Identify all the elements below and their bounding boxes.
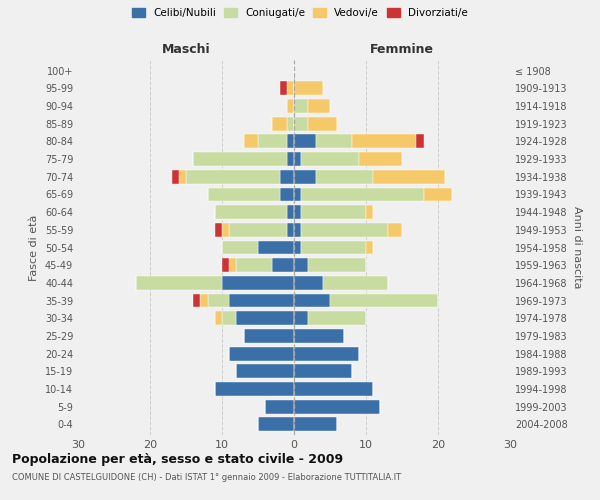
- Legend: Celibi/Nubili, Coniugati/e, Vedovi/e, Divorziati/e: Celibi/Nubili, Coniugati/e, Vedovi/e, Di…: [129, 5, 471, 21]
- Bar: [272, 258, 294, 272]
- Bar: [294, 99, 308, 113]
- Bar: [272, 117, 287, 130]
- Bar: [301, 152, 359, 166]
- Bar: [215, 312, 222, 325]
- Bar: [294, 364, 352, 378]
- Bar: [294, 117, 308, 130]
- Bar: [229, 346, 294, 360]
- Bar: [222, 258, 229, 272]
- Bar: [193, 152, 287, 166]
- Bar: [215, 205, 287, 219]
- Bar: [222, 312, 236, 325]
- Bar: [330, 294, 438, 308]
- Bar: [287, 82, 294, 95]
- Bar: [301, 188, 424, 202]
- Bar: [294, 188, 301, 202]
- Bar: [236, 364, 294, 378]
- Bar: [294, 134, 316, 148]
- Bar: [308, 117, 337, 130]
- Bar: [294, 400, 380, 413]
- Bar: [215, 382, 294, 396]
- Bar: [316, 134, 352, 148]
- Bar: [301, 240, 366, 254]
- Bar: [265, 400, 294, 413]
- Bar: [424, 188, 452, 202]
- Bar: [294, 205, 301, 219]
- Bar: [308, 99, 330, 113]
- Bar: [222, 276, 294, 290]
- Bar: [294, 82, 323, 95]
- Bar: [323, 276, 388, 290]
- Bar: [258, 240, 294, 254]
- Bar: [294, 170, 316, 183]
- Bar: [359, 152, 402, 166]
- Bar: [229, 258, 236, 272]
- Bar: [287, 205, 294, 219]
- Bar: [172, 170, 179, 183]
- Bar: [136, 276, 222, 290]
- Bar: [301, 205, 366, 219]
- Bar: [373, 170, 445, 183]
- Bar: [287, 134, 294, 148]
- Bar: [208, 294, 229, 308]
- Bar: [308, 258, 366, 272]
- Bar: [280, 188, 294, 202]
- Bar: [287, 117, 294, 130]
- Bar: [294, 382, 373, 396]
- Bar: [258, 418, 294, 432]
- Bar: [294, 258, 308, 272]
- Bar: [294, 329, 344, 343]
- Bar: [388, 223, 402, 236]
- Bar: [244, 329, 294, 343]
- Y-axis label: Fasce di età: Fasce di età: [29, 214, 39, 280]
- Bar: [229, 223, 287, 236]
- Bar: [229, 294, 294, 308]
- Bar: [294, 276, 323, 290]
- Bar: [280, 170, 294, 183]
- Bar: [244, 134, 258, 148]
- Y-axis label: Anni di nascita: Anni di nascita: [572, 206, 581, 289]
- Text: Popolazione per età, sesso e stato civile - 2009: Popolazione per età, sesso e stato civil…: [12, 452, 343, 466]
- Bar: [287, 152, 294, 166]
- Bar: [294, 346, 359, 360]
- Bar: [316, 170, 373, 183]
- Bar: [258, 134, 287, 148]
- Bar: [366, 240, 373, 254]
- Text: Femmine: Femmine: [370, 44, 434, 57]
- Text: COMUNE DI CASTELGUIDONE (CH) - Dati ISTAT 1° gennaio 2009 - Elaborazione TUTTITA: COMUNE DI CASTELGUIDONE (CH) - Dati ISTA…: [12, 472, 401, 482]
- Bar: [222, 223, 229, 236]
- Bar: [186, 170, 280, 183]
- Bar: [416, 134, 424, 148]
- Bar: [294, 294, 330, 308]
- Bar: [308, 312, 366, 325]
- Bar: [215, 223, 222, 236]
- Bar: [294, 152, 301, 166]
- Bar: [208, 188, 280, 202]
- Bar: [294, 240, 301, 254]
- Bar: [287, 223, 294, 236]
- Bar: [200, 294, 208, 308]
- Bar: [179, 170, 186, 183]
- Bar: [236, 312, 294, 325]
- Text: Maschi: Maschi: [161, 44, 211, 57]
- Bar: [294, 312, 308, 325]
- Bar: [222, 240, 258, 254]
- Bar: [294, 418, 337, 432]
- Bar: [352, 134, 416, 148]
- Bar: [301, 223, 388, 236]
- Bar: [236, 258, 272, 272]
- Bar: [193, 294, 200, 308]
- Bar: [287, 99, 294, 113]
- Bar: [280, 82, 287, 95]
- Bar: [294, 223, 301, 236]
- Bar: [366, 205, 373, 219]
